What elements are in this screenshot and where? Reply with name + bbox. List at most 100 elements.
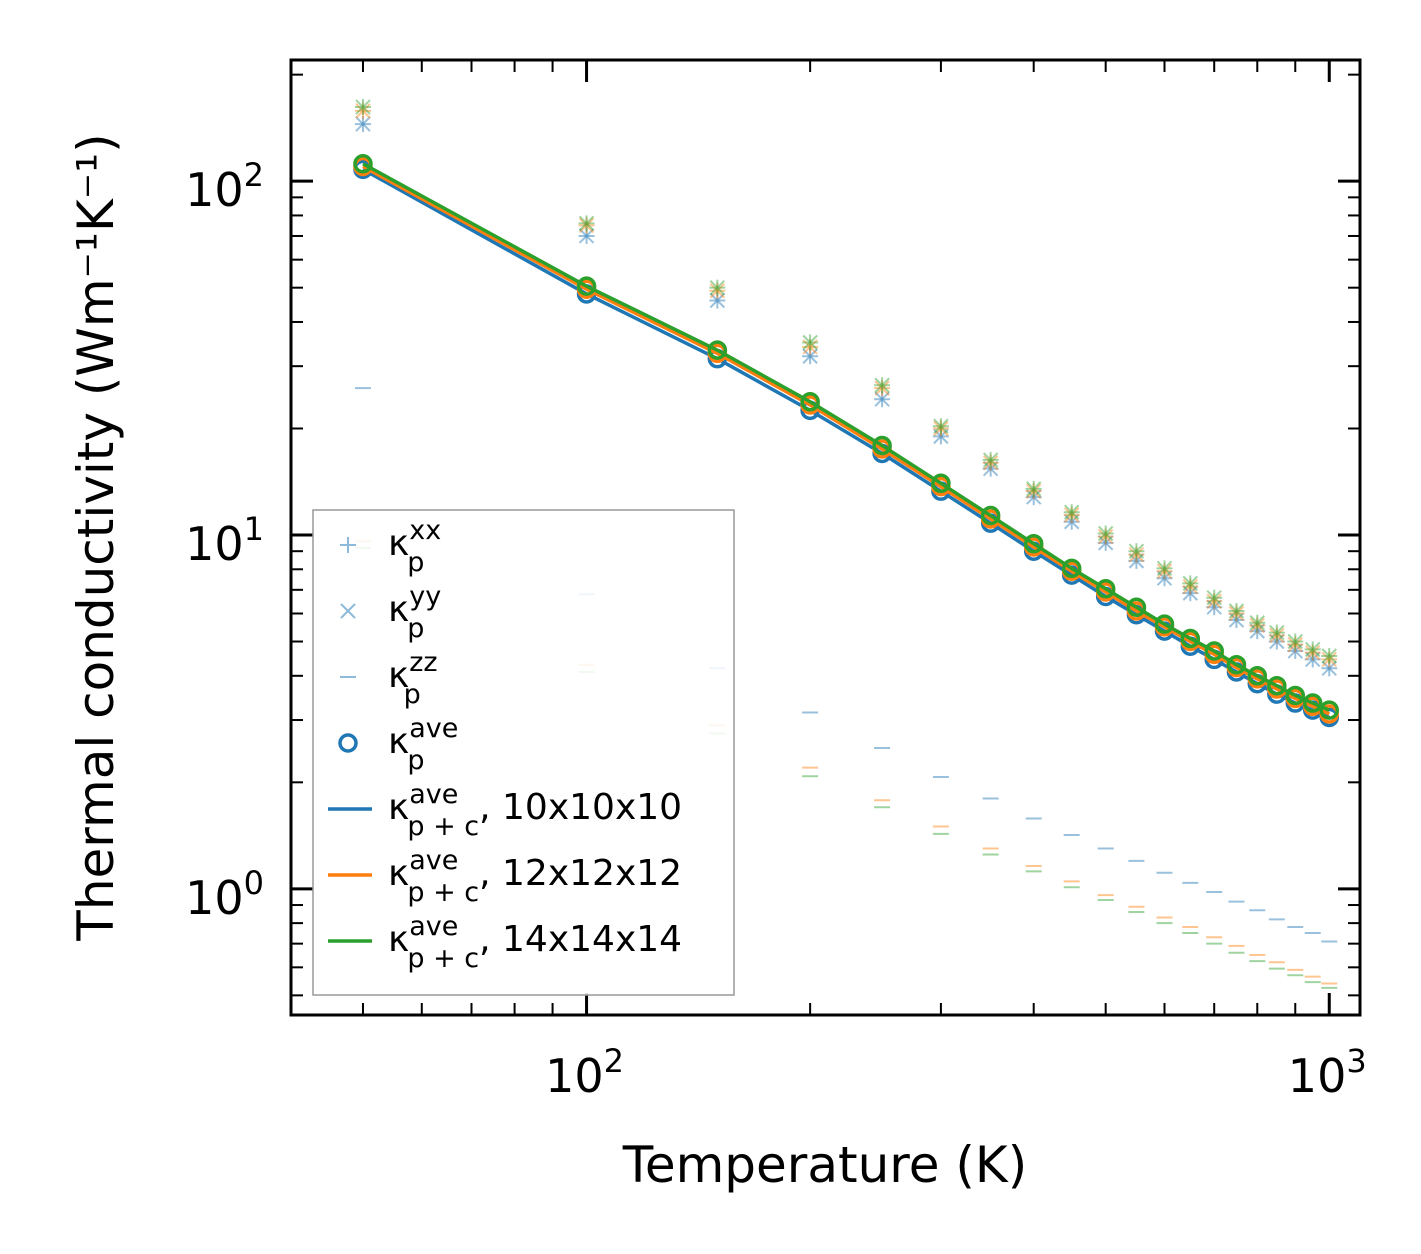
kyy-point (1305, 651, 1321, 668)
kave-point (1247, 666, 1268, 686)
kxx-point (1097, 534, 1114, 551)
kxx-point (1206, 599, 1223, 616)
kyy-point (355, 103, 371, 119)
kave-point (1061, 558, 1082, 579)
legend-item-kyy: κyy p (340, 581, 441, 644)
kxx-point (1228, 605, 1245, 622)
legend-item-kpc3: κave p + c, 14x14x14 (328, 911, 682, 974)
legend-item-kpc1: κave p + c, 10x10x10 (328, 779, 682, 842)
legend-label: κyy p (388, 581, 441, 644)
kxx-point (1182, 585, 1199, 602)
kyy-point (1228, 605, 1245, 622)
kyy-point (933, 418, 949, 434)
kyy-point (933, 420, 949, 437)
kxx-point (932, 420, 949, 437)
y-axis-label: Thermal conductivity (Wm⁻¹K⁻¹) (67, 133, 125, 941)
kpc-line-12x12x12 (362, 164, 1330, 716)
kxx-point (1025, 489, 1042, 506)
legend-item-kpc2: κave p + c, 12x12x12 (328, 845, 682, 908)
kyy-point (1182, 575, 1199, 592)
kxx-point (982, 451, 999, 468)
kyy-point (982, 452, 999, 468)
kyy-point (1097, 535, 1114, 551)
kyy-point (982, 455, 999, 471)
kxx-point (1249, 617, 1266, 634)
kxx-point (802, 338, 819, 355)
kxx-point (1128, 543, 1145, 560)
y-tick-label: 101 (185, 510, 264, 571)
kyy-point (874, 391, 890, 407)
y-tick-label: 100 (185, 864, 264, 925)
kave-point (1302, 693, 1323, 713)
legend-item-kave: κave p (338, 713, 458, 776)
kxx-point (1287, 643, 1304, 660)
kxx-point (1097, 525, 1114, 542)
kave-point (1285, 685, 1306, 706)
kyy-point (1156, 563, 1173, 579)
kyy-point (1097, 525, 1114, 542)
x-tick-label: 103 (1288, 1042, 1367, 1103)
kxx-point (578, 215, 595, 232)
kave-point (1267, 675, 1287, 696)
kyy-point (1156, 570, 1173, 586)
kyy-point (1182, 585, 1199, 601)
kyy-point (1269, 627, 1285, 644)
kave-point (980, 505, 1001, 526)
kyy-point (1063, 504, 1080, 520)
kyy-point (1321, 648, 1337, 664)
legend-label: κxx p (388, 515, 441, 578)
legend-box (312, 509, 735, 996)
series-12x12x12 (353, 102, 1340, 985)
kave-point (1226, 654, 1247, 675)
kxx-point (1156, 570, 1173, 587)
kave-point (353, 153, 373, 174)
kyy-point (1269, 633, 1285, 650)
kxx-point (874, 380, 891, 397)
kxx-point (1128, 546, 1145, 563)
kxx-point (1097, 528, 1114, 545)
tick-labels: 102 103 100 101 102 (185, 156, 1367, 1103)
kxx-point (578, 217, 595, 234)
kxx-point (802, 348, 819, 365)
legend-label: κave p + c, 10x10x10 (388, 779, 682, 842)
kxx-point (1206, 589, 1223, 606)
kyy-point (1249, 615, 1265, 631)
kxx-point (709, 282, 726, 299)
kxx-point (802, 334, 819, 351)
kyy-point (1156, 560, 1173, 577)
kyy-point (709, 283, 726, 299)
legend-label: κave p + c, 14x14x14 (388, 911, 682, 974)
kxx-point (354, 116, 371, 133)
kyy-point (1097, 528, 1114, 545)
kxx-point (1063, 506, 1080, 523)
kyy-point (355, 116, 371, 132)
kpc-line-14x14x14 (362, 162, 1330, 712)
kave-point (1319, 700, 1340, 720)
kxx-point (874, 377, 891, 394)
series-14x14x14 (353, 99, 1340, 989)
kxx-point (932, 428, 949, 445)
kxx-point (1304, 644, 1321, 661)
kyy-point (1128, 546, 1145, 563)
kyy-point (1305, 641, 1321, 658)
kyy-point (802, 348, 818, 364)
kyy-point (1249, 623, 1265, 639)
kyy-point (1228, 603, 1245, 619)
legend-marker (340, 603, 356, 619)
kyy-point (1128, 553, 1145, 569)
kyy-point (1206, 593, 1222, 609)
legend-label: κzz p (388, 647, 438, 710)
legend-marker (338, 733, 358, 753)
kyy-point (1287, 643, 1303, 659)
kxx-point (1182, 578, 1199, 595)
kave-point (576, 276, 597, 296)
kyy-point (1025, 483, 1042, 499)
kyy-point (578, 228, 595, 244)
kyy-point (874, 377, 890, 393)
kxx-point (578, 227, 595, 244)
kyy-point (1182, 578, 1199, 595)
kxx-point (1025, 483, 1042, 500)
kyy-point (1063, 507, 1080, 523)
